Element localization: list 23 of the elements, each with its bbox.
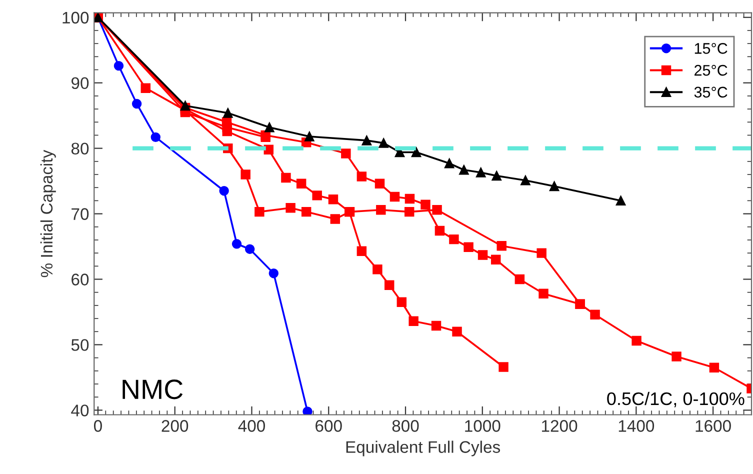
x-tick-label: 200 — [162, 420, 188, 432]
x-tick-label: 800 — [392, 420, 419, 432]
x-axis-title: Equivalent Full Cyles — [346, 440, 500, 456]
annotation: 0.5C/1C, 0-100% — [607, 392, 744, 408]
y-tick-label: 70 — [72, 208, 89, 220]
x-tick-label: 1200 — [542, 420, 578, 432]
x-tick-label: 1600 — [696, 420, 731, 432]
y-tick-label: 100 — [62, 12, 89, 24]
legend-label: 35°C — [694, 86, 728, 98]
y-tick-label: 60 — [72, 274, 89, 286]
y-tick-label: 40 — [71, 404, 89, 416]
legend-label: 15°C — [694, 43, 728, 54]
y-tick-label: 80 — [71, 142, 89, 155]
y-axis-title: % Initial Capacity — [40, 150, 56, 278]
y-tick-label: 90 — [72, 77, 89, 90]
x-tick-label: 0 — [94, 420, 102, 432]
x-tick-label: 1400 — [618, 420, 654, 432]
annotation: NMC — [122, 380, 183, 400]
x-tick-label: 1000 — [465, 420, 500, 432]
legend-label: 25°C — [694, 64, 728, 76]
y-tick-label: 50 — [71, 339, 89, 351]
x-tick-label: 600 — [316, 420, 342, 432]
x-tick-label: 400 — [238, 420, 265, 432]
